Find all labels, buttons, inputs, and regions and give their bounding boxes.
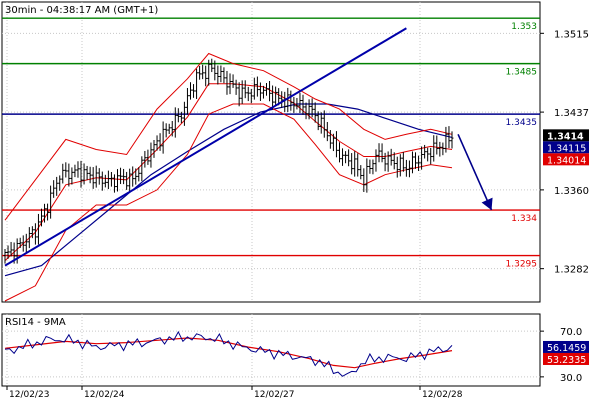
price-panel: 1.353 1.3485 1.3435 1.334 1.3295 30min - 04:… bbox=[1, 1, 541, 303]
time-axis-label: 12/02/24 bbox=[84, 390, 125, 400]
price-axis-label: 1.3360 bbox=[554, 186, 589, 197]
rsi-badge-label: 53.2335 bbox=[547, 355, 586, 366]
rsi-lines bbox=[4, 330, 453, 377]
level-label-1.3485: 1.3485 bbox=[506, 68, 538, 78]
bollinger-upper bbox=[4, 52, 453, 221]
forecast-arrow-head bbox=[481, 197, 493, 211]
trendline-line bbox=[4, 27, 407, 267]
time-axis-label: 12/02/23 bbox=[9, 390, 49, 400]
rsi-badge-red bbox=[543, 352, 589, 365]
rsi-gridlines bbox=[2, 314, 540, 386]
rsi-axis-label: 30.0 bbox=[560, 373, 582, 384]
rsi-title: RSI14 - 9MA bbox=[5, 317, 66, 328]
moving-average bbox=[4, 103, 453, 277]
price-badge-blue bbox=[543, 141, 589, 154]
level-label-1.3435: 1.3435 bbox=[506, 118, 538, 128]
level-label-1.334: 1.334 bbox=[511, 214, 537, 224]
price-axis: 1.3515 1.3437 1.3360 1.3282 bbox=[540, 29, 589, 276]
chart-title: 30min - 04:38:17 AM (GMT+1) bbox=[5, 5, 158, 16]
rsi-axis-label: 70.0 bbox=[560, 327, 582, 338]
level-label-1.3295: 1.3295 bbox=[506, 260, 538, 270]
rsi-axis: 70.0 30.0 bbox=[540, 327, 582, 384]
price-badge-label: 1.3414 bbox=[547, 131, 584, 142]
time-axis-label: 12/02/28 bbox=[422, 390, 463, 400]
bollinger-lower bbox=[4, 103, 453, 302]
rsi-badge-label: 56.1459 bbox=[547, 343, 586, 354]
support-resistance-levels: 1.353 1.3485 1.3435 1.334 1.3295 bbox=[2, 17, 540, 270]
price-badge-red bbox=[543, 153, 589, 166]
rsi-panel: RSI14 - 9MA bbox=[1, 313, 541, 387]
forecast-arrow-shaft bbox=[457, 134, 493, 211]
price-badge-black bbox=[543, 129, 589, 142]
price-axis-label: 1.3437 bbox=[554, 108, 589, 119]
price-badge-label: 1.34115 bbox=[547, 143, 586, 154]
level-label-1.353: 1.353 bbox=[511, 22, 537, 32]
price-axis-label: 1.3282 bbox=[554, 265, 589, 276]
rsi-line bbox=[4, 330, 453, 377]
moving-average-line bbox=[4, 103, 453, 277]
price-panel-frame bbox=[1, 1, 541, 303]
price-bars bbox=[3, 58, 454, 264]
forecast-arrow bbox=[457, 134, 493, 211]
time-axis: 12/02/23 12/02/24 12/02/27 12/02/28 bbox=[6, 386, 463, 400]
rsi-badge-blue bbox=[543, 340, 589, 353]
price-gridlines bbox=[2, 2, 540, 302]
price-axis-label: 1.3515 bbox=[554, 29, 589, 40]
time-axis-label: 12/02/27 bbox=[254, 390, 294, 400]
trendline bbox=[4, 27, 407, 267]
price-badge-label: 1.34014 bbox=[547, 155, 586, 166]
